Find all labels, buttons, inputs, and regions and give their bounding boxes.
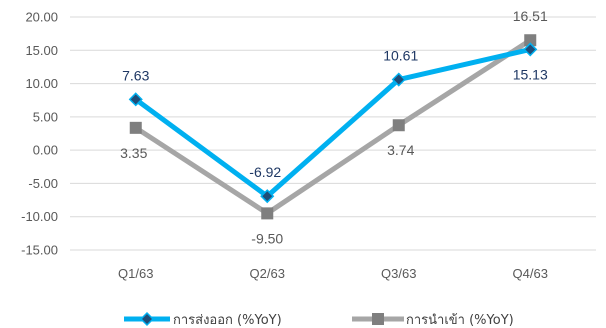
legend-marker-imports — [372, 313, 384, 325]
data-label: -6.92 — [249, 164, 281, 180]
data-label: 3.35 — [120, 145, 147, 161]
y-axis-ticks: 20.00 15.00 10.00 5.00 0.00 -5.00 -10.00 -15.00 — [21, 10, 58, 258]
y-tick-label: -10.00 — [21, 209, 58, 224]
series-line-imports — [133, 37, 533, 216]
x-tick-label: Q3/63 — [381, 266, 416, 281]
legend: การส่งออก (%YoY) การนำเข้า (%YoY) — [124, 311, 514, 328]
data-point-imports — [392, 119, 405, 132]
x-tick-label: Q4/63 — [513, 266, 548, 281]
data-point-imports — [524, 34, 537, 47]
x-axis-ticks: Q1/63 Q2/63 Q3/63 Q4/63 — [118, 266, 548, 281]
x-tick-label: Q2/63 — [250, 266, 285, 281]
y-tick-label: -15.00 — [21, 243, 58, 258]
data-label: 3.74 — [387, 142, 414, 158]
series-markers — [128, 34, 538, 220]
legend-label-imports: การนำเข้า (%YoY) — [406, 313, 514, 328]
legend-label-exports: การส่งออก (%YoY) — [173, 313, 282, 328]
data-label: 7.63 — [122, 67, 149, 83]
legend-marker-exports — [139, 311, 155, 327]
y-tick-label: 5.00 — [33, 109, 58, 124]
data-point-imports — [129, 121, 142, 134]
y-tick-label: 20.00 — [25, 10, 58, 25]
y-tick-label: 10.00 — [25, 76, 58, 91]
data-label: 16.51 — [513, 8, 548, 24]
y-tick-label: 15.00 — [25, 43, 58, 58]
x-tick-label: Q1/63 — [118, 266, 153, 281]
data-labels: 7.63 -6.92 10.61 15.13 3.35 -9.50 3.74 16.51 — [120, 8, 548, 246]
data-label: 10.61 — [383, 48, 418, 64]
data-point-exports — [128, 92, 143, 107]
data-point-exports — [260, 189, 275, 204]
series-line-exports — [133, 46, 533, 199]
y-tick-label: -5.00 — [28, 176, 58, 191]
data-label: 15.13 — [513, 66, 548, 82]
series-lines — [133, 37, 533, 216]
y-tick-label: 0.00 — [33, 143, 58, 158]
data-point-exports — [391, 72, 406, 87]
data-point-imports — [261, 207, 274, 220]
data-label: -9.50 — [251, 230, 283, 246]
data-point-exports — [523, 42, 538, 57]
